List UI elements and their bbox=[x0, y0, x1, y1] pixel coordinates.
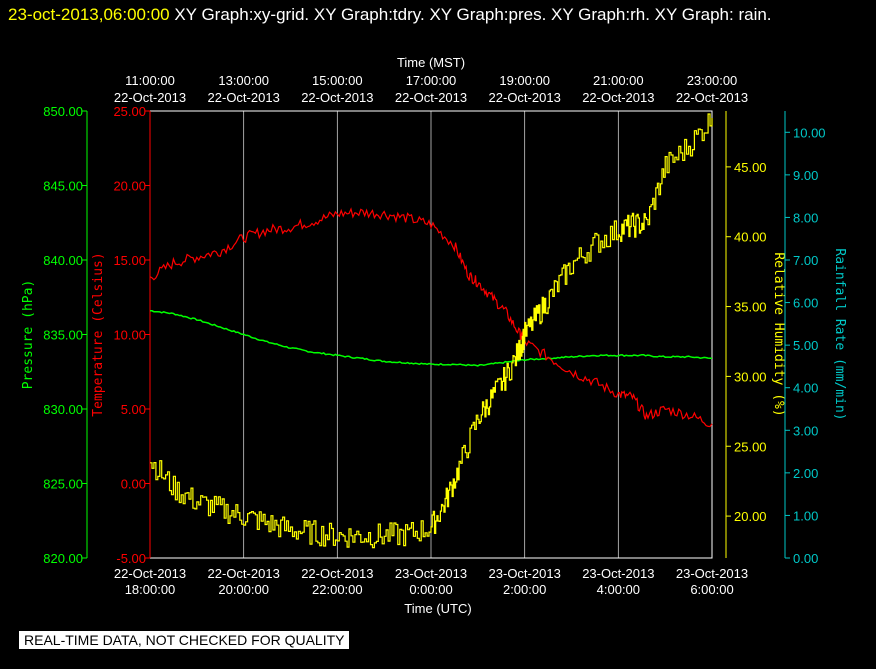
rain-tick-label: 4.00 bbox=[793, 381, 818, 396]
rain-tick-label: 8.00 bbox=[793, 210, 818, 225]
bottom-tick-time: 2:00:00 bbox=[503, 582, 546, 597]
temperature-tick-label: 5.00 bbox=[121, 402, 146, 417]
temperature-tick-label: 20.00 bbox=[113, 179, 146, 194]
bottom-tick-date: 23-Oct-2013 bbox=[582, 566, 654, 581]
top-tick-date: 22-Oct-2013 bbox=[114, 90, 186, 105]
humidity-tick-label: 25.00 bbox=[734, 439, 767, 454]
top-tick-time: 15:00:00 bbox=[312, 73, 363, 88]
pressure-tick-label: 845.00 bbox=[43, 179, 83, 194]
rain-tick-label: 2.00 bbox=[793, 466, 818, 481]
top-tick-date: 22-Oct-2013 bbox=[301, 90, 373, 105]
top-tick-date: 22-Oct-2013 bbox=[489, 90, 561, 105]
rain-tick-label: 7.00 bbox=[793, 253, 818, 268]
top-tick-time: 17:00:00 bbox=[406, 73, 457, 88]
humidity-tick-label: 35.00 bbox=[734, 300, 767, 315]
bottom-tick-date: 23-Oct-2013 bbox=[395, 566, 467, 581]
rain-tick-label: 6.00 bbox=[793, 296, 818, 311]
pressure-tick-label: 830.00 bbox=[43, 402, 83, 417]
bottom-tick-time: 0:00:00 bbox=[409, 582, 452, 597]
rain-axis-label: Rainfall Rate (mm/min) bbox=[832, 248, 847, 420]
humidity-tick-label: 20.00 bbox=[734, 509, 767, 524]
pressure-series-line bbox=[149, 309, 713, 367]
temperature-tick-label: 15.00 bbox=[113, 253, 146, 268]
bottom-axis-label: Time (UTC) bbox=[404, 601, 471, 616]
bottom-tick-date: 22-Oct-2013 bbox=[114, 566, 186, 581]
temperature-axis-label: Temperature (Celsius) bbox=[91, 252, 106, 416]
top-tick-time: 13:00:00 bbox=[218, 73, 269, 88]
top-tick-time: 21:00:00 bbox=[593, 73, 644, 88]
top-tick-date: 22-Oct-2013 bbox=[582, 90, 654, 105]
bottom-tick-time: 4:00:00 bbox=[597, 582, 640, 597]
title-text: XY Graph:xy-grid. XY Graph:tdry. XY Grap… bbox=[169, 5, 772, 24]
top-tick-date: 22-Oct-2013 bbox=[208, 90, 280, 105]
pressure-axis-label: Pressure (hPa) bbox=[21, 280, 36, 390]
rain-tick-label: 0.00 bbox=[793, 551, 818, 566]
temperature-tick-label: 25.00 bbox=[113, 104, 146, 119]
top-tick-time: 19:00:00 bbox=[499, 73, 550, 88]
humidity-axis-label: Relative Humidity (%) bbox=[771, 252, 786, 416]
humidity-tick-label: 45.00 bbox=[734, 160, 767, 175]
humidity-tick-label: 40.00 bbox=[734, 230, 767, 245]
rain-tick-label: 1.00 bbox=[793, 508, 818, 523]
bottom-tick-date: 23-Oct-2013 bbox=[676, 566, 748, 581]
bottom-tick-time: 22:00:00 bbox=[312, 582, 363, 597]
pressure-tick-label: 825.00 bbox=[43, 477, 83, 492]
rain-tick-label: 9.00 bbox=[793, 168, 818, 183]
rain-tick-label: 5.00 bbox=[793, 338, 818, 353]
pressure-tick-label: 850.00 bbox=[43, 104, 83, 119]
bottom-tick-date: 22-Oct-2013 bbox=[208, 566, 280, 581]
pressure-tick-label: 835.00 bbox=[43, 328, 83, 343]
pressure-tick-label: 820.00 bbox=[43, 551, 83, 566]
bottom-tick-date: 23-Oct-2013 bbox=[489, 566, 561, 581]
top-tick-time: 11:00:00 bbox=[125, 73, 175, 88]
pressure-tick-label: 840.00 bbox=[43, 253, 83, 268]
rain-tick-label: 10.00 bbox=[793, 125, 826, 140]
page-title: 23-oct-2013,06:00:00 XY Graph:xy-grid. X… bbox=[8, 3, 868, 26]
top-tick-time: 23:00:00 bbox=[687, 73, 738, 88]
temperature-tick-label: 0.00 bbox=[121, 477, 146, 492]
temperature-tick-label: -5.00 bbox=[116, 551, 146, 566]
top-tick-date: 22-Oct-2013 bbox=[395, 90, 467, 105]
temperature-tick-label: 10.00 bbox=[113, 328, 146, 343]
humidity-tick-label: 30.00 bbox=[734, 369, 767, 384]
bottom-tick-time: 20:00:00 bbox=[218, 582, 269, 597]
rain-tick-label: 3.00 bbox=[793, 423, 818, 438]
top-axis-label: Time (MST) bbox=[397, 55, 465, 70]
bottom-tick-time: 18:00:00 bbox=[125, 582, 176, 597]
temperature-series-line bbox=[149, 207, 713, 428]
bottom-tick-time: 6:00:00 bbox=[690, 582, 733, 597]
quality-notice: REAL-TIME DATA, NOT CHECKED FOR QUALITY bbox=[19, 631, 350, 649]
humidity-series-line bbox=[150, 113, 713, 549]
top-tick-date: 22-Oct-2013 bbox=[676, 90, 748, 105]
title-timestamp: 23-oct-2013,06:00:00 bbox=[8, 5, 170, 24]
bottom-tick-date: 22-Oct-2013 bbox=[301, 566, 373, 581]
